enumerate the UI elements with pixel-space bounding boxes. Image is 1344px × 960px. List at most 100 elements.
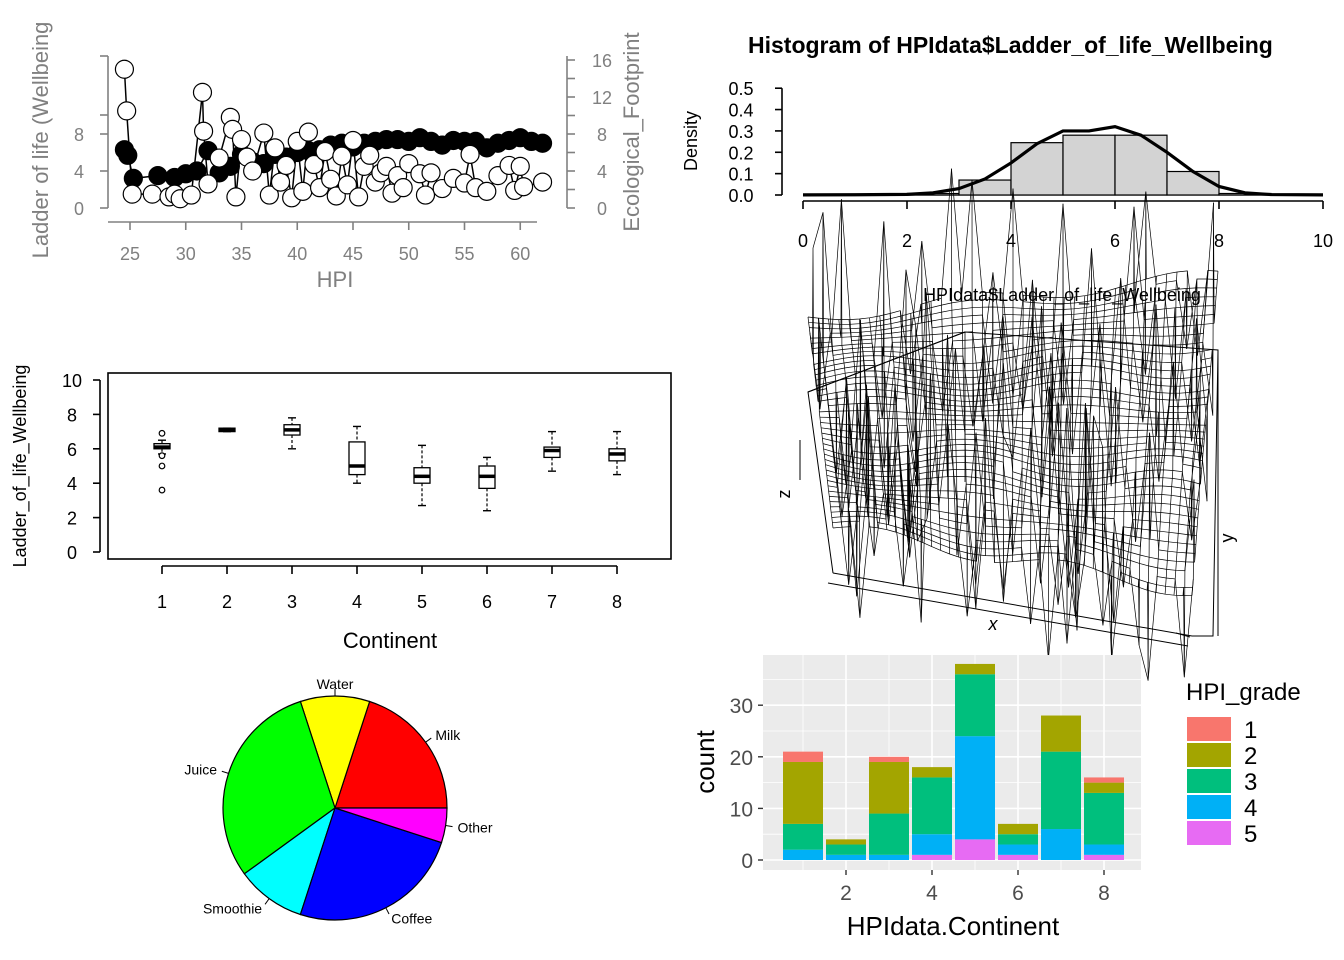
wellbeing-y-axis-label: Ladder of life (Wellbeing	[28, 22, 53, 259]
footprint-point	[393, 178, 413, 198]
x-tick-label: 8	[1098, 882, 1110, 905]
y-tick-label: 0.1	[728, 165, 753, 185]
stacked-bar-segment	[998, 854, 1038, 860]
surface-mesh-line	[1173, 278, 1198, 596]
surface-mesh-line	[1074, 295, 1086, 631]
legend-key-1	[1187, 717, 1231, 741]
surface-mesh-line	[930, 301, 942, 551]
outlier-point	[158, 462, 166, 470]
surface-mesh-line	[910, 313, 924, 623]
footprint-point	[209, 148, 229, 168]
surface-mesh-line	[1030, 279, 1034, 625]
footprint-point	[460, 144, 480, 164]
stacked-bar-segment	[783, 761, 823, 824]
histogram-bar	[1010, 142, 1064, 196]
surface-mesh-line	[951, 168, 959, 558]
y-tick-label: 4	[67, 474, 77, 494]
x-tick-label: 30	[176, 244, 196, 264]
stacked-bar-x-axis-label: HPIdata.Continent	[847, 911, 1060, 941]
boxplot-y-axis-label: Ladder_of_life_Wellbeing	[10, 365, 31, 568]
surface-mesh-line	[992, 272, 995, 563]
stacked-bar-segment	[1041, 751, 1081, 830]
legend-key-4	[1187, 795, 1231, 819]
x-tick-label: 3	[287, 592, 297, 612]
surface-mesh-line	[1137, 276, 1157, 646]
y-tick-label: 0.3	[728, 122, 753, 142]
box	[348, 441, 366, 476]
footprint-point	[532, 172, 553, 192]
y-tick-label: 0.5	[728, 79, 753, 99]
wellbeing-point	[187, 161, 207, 181]
y-tick-label: 0	[741, 850, 753, 873]
outlier-point	[158, 486, 166, 494]
surface-mesh-line	[1083, 248, 1096, 566]
stacked-bar-segment	[783, 849, 823, 860]
surface-mesh-line	[817, 212, 843, 528]
x-tick-label: 6	[482, 592, 492, 612]
stacked-bar-segment	[955, 663, 995, 675]
left-y-tick-label: 4	[74, 162, 84, 182]
stacked-bar-segment	[912, 834, 952, 855]
surface-mesh-line	[920, 241, 933, 547]
x-tick-label: 50	[399, 244, 419, 264]
stacked-bar-segment	[912, 767, 952, 778]
surface-mesh-line	[869, 317, 888, 530]
boxplot-x-axis-label: Continent	[343, 628, 437, 653]
histogram-bar	[1062, 134, 1116, 196]
surface-mesh-line	[848, 319, 870, 527]
legend-key-5	[1187, 821, 1231, 845]
right-y-tick-label: 0	[597, 199, 607, 219]
stacked-bar-segment	[783, 823, 823, 850]
x-tick-label: 5	[417, 592, 427, 612]
surface-mesh-line	[807, 247, 834, 529]
footprint-point	[198, 174, 218, 194]
pie-label-tick	[385, 907, 390, 915]
x-tick-label: 4	[926, 882, 938, 905]
histogram-bar	[1114, 134, 1168, 196]
y-tick-label: 10	[62, 371, 82, 391]
surface-mesh-line	[1110, 278, 1127, 661]
footprint-point	[114, 59, 135, 79]
pie-slice-coffee	[299, 807, 443, 921]
footprint-y-axis-label: Ecological_Footprint	[619, 32, 644, 231]
stacked-bar-segment	[869, 854, 909, 860]
footprint-point	[510, 156, 530, 176]
surface-mesh-line	[961, 294, 968, 617]
surface-mesh-line	[879, 221, 897, 533]
x-tick-label: 25	[120, 244, 140, 264]
y-tick-label: 0.0	[728, 186, 753, 206]
footprint-point	[348, 187, 369, 207]
x-axis-arrowhead	[1175, 632, 1191, 638]
right-y-tick-label: 12	[592, 88, 612, 108]
surface-mesh-line	[1092, 291, 1106, 569]
y-tick-label: 6	[67, 440, 77, 460]
surface-mesh-line	[899, 269, 915, 558]
y-tick-label: 0.2	[728, 143, 753, 163]
legend-label: 4	[1244, 795, 1257, 822]
pie-slice-milk	[334, 700, 448, 809]
outlier-point	[158, 429, 166, 437]
stacked-bar-segment	[783, 751, 823, 762]
histogram-y-axis-label: Density	[681, 111, 701, 171]
pie-label: Water	[317, 676, 354, 692]
surface-mesh-line	[1057, 203, 1065, 605]
footprint-point	[343, 130, 363, 151]
x-axis-arrow	[827, 582, 1189, 647]
surface-mesh-line	[1101, 288, 1116, 626]
y-tick-label: 20	[730, 747, 753, 770]
pie-label: Juice	[184, 762, 217, 778]
surface-mesh-line	[981, 292, 986, 556]
x-tick-label: 0	[798, 231, 808, 251]
surface-mesh-line	[1065, 296, 1075, 644]
footprint-point	[304, 154, 324, 175]
legend-label: 3	[1244, 769, 1257, 796]
footprint-point	[142, 184, 162, 204]
footprint-point	[243, 161, 263, 181]
pie-panel: Milk Water Juice Smoothie Coffee Other	[184, 676, 492, 926]
footprint-point	[226, 187, 246, 207]
pie-slice-juice	[222, 700, 336, 875]
surface-y-axis-label: y	[1217, 534, 1237, 543]
footprint-point	[315, 141, 335, 162]
surface-mesh-line	[971, 179, 977, 609]
